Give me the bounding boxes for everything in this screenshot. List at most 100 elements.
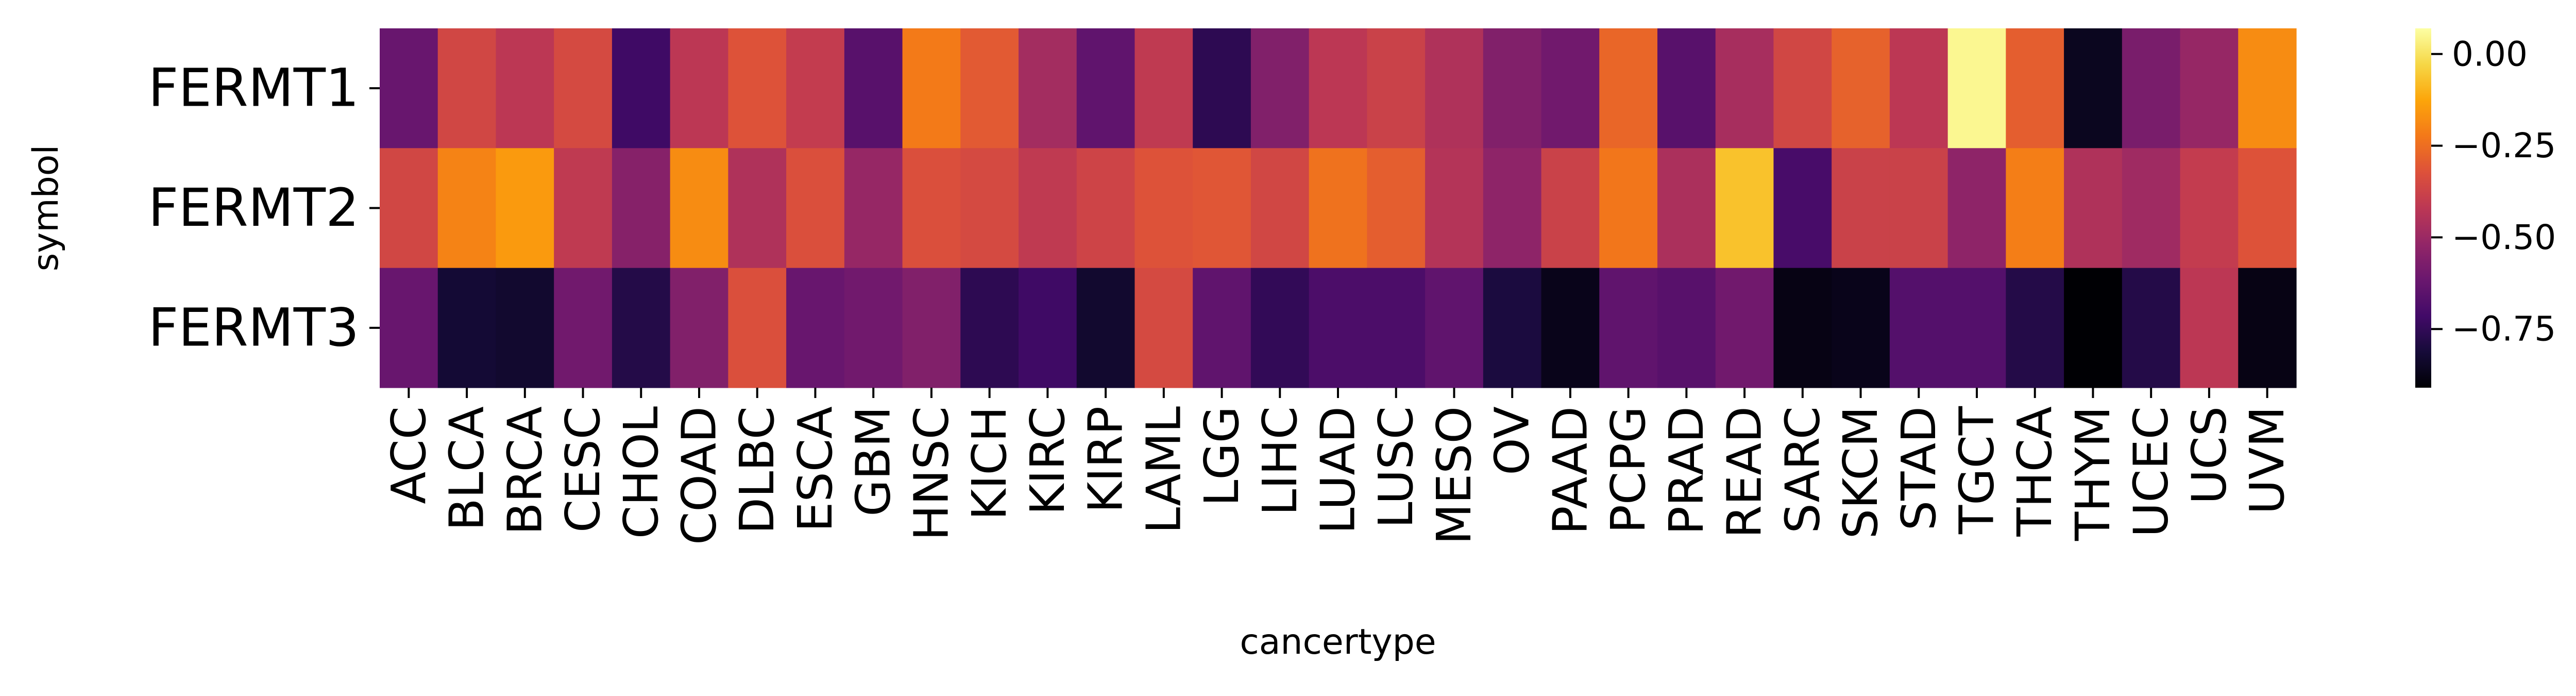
heatmap-cell	[380, 28, 438, 148]
x-tick-label: CESC	[555, 406, 611, 533]
heatmap-cell	[1657, 148, 1716, 269]
y-tick-label: FERMT1	[148, 58, 359, 119]
x-tick-label: UCEC	[2124, 406, 2179, 537]
heatmap-cell	[1715, 268, 1774, 388]
heatmap-cell	[2180, 268, 2239, 388]
heatmap-cell	[2238, 28, 2297, 148]
heatmap-cell	[1076, 148, 1136, 269]
heatmap-cell	[1367, 268, 1426, 388]
heatmap-cell	[2238, 268, 2297, 388]
heatmap-cell	[1134, 28, 1193, 148]
y-tick-labels: FERMT1 FERMT2 FERMT3	[148, 58, 380, 358]
heatmap-cell	[1773, 148, 1832, 269]
heatmap-cell	[728, 28, 787, 148]
heatmap-cell	[1773, 28, 1832, 148]
y-axis-label: symbol	[26, 145, 66, 272]
heatmap-cell	[1425, 148, 1484, 269]
heatmap-cell	[1019, 28, 1077, 148]
x-tick-label: UVM	[2240, 406, 2295, 515]
x-tick-label: TGCT	[1950, 406, 2005, 535]
x-tick-label: SARC	[1775, 406, 1830, 534]
heatmap-cells	[380, 28, 2297, 388]
heatmap-cell	[1657, 28, 1716, 148]
heatmap-cell	[1367, 148, 1426, 269]
x-tick-label: LGG	[1194, 406, 1249, 506]
heatmap-cell	[496, 268, 554, 388]
x-tick-label: HNSC	[904, 406, 959, 541]
colorbar-tick-label: −0.75	[2452, 309, 2556, 349]
heatmap-cell	[380, 148, 438, 269]
heatmap-cell	[380, 268, 438, 388]
heatmap-cell	[2180, 28, 2239, 148]
heatmap-cell	[728, 148, 787, 269]
x-tick-label: KIRC	[1020, 406, 1075, 515]
heatmap-cell	[554, 268, 613, 388]
heatmap-cell	[1309, 28, 1367, 148]
x-tick-label: ESCA	[788, 406, 843, 532]
heatmap-cell	[1889, 148, 1948, 269]
heatmap-cell	[2122, 28, 2181, 148]
heatmap-cell	[786, 28, 845, 148]
heatmap-cell	[1076, 268, 1136, 388]
x-tick-label: STAD	[1891, 406, 1946, 531]
heatmap-cell	[1599, 148, 1658, 269]
colorbar-ticks: 0.00 −0.25 −0.50 −0.75	[2431, 34, 2556, 349]
heatmap-cell	[728, 268, 787, 388]
heatmap-cell	[960, 28, 1019, 148]
x-tick-label: READ	[1717, 406, 1772, 538]
heatmap-cell	[437, 148, 497, 269]
x-tick-label: KIRP	[1078, 406, 1133, 513]
heatmap-cell	[1947, 268, 2006, 388]
heatmap-cell	[1832, 268, 1890, 388]
heatmap-cell	[1250, 148, 1310, 269]
x-tick-label: CHOL	[614, 406, 669, 539]
heatmap-cell	[2064, 268, 2123, 388]
x-tick-label: DLBC	[730, 406, 785, 534]
heatmap-cell	[1425, 28, 1484, 148]
heatmap-cell	[1947, 148, 2006, 269]
heatmap-cell	[786, 148, 845, 269]
heatmap-cell	[437, 28, 497, 148]
heatmap-cell	[902, 28, 961, 148]
heatmap-cell	[1425, 268, 1484, 388]
heatmap-cell	[1076, 28, 1136, 148]
heatmap-cell	[960, 148, 1019, 269]
x-tick-label: LAML	[1136, 406, 1191, 534]
heatmap-cell	[496, 148, 554, 269]
colorbar-tick-label: −0.25	[2452, 126, 2556, 165]
x-tick-label: PAAD	[1543, 406, 1598, 535]
heatmap-cell	[612, 28, 671, 148]
x-axis-label: cancertype	[1240, 622, 1436, 662]
heatmap-cell	[1541, 28, 1600, 148]
heatmap-cell	[612, 268, 671, 388]
heatmap-cell	[1367, 28, 1426, 148]
heatmap-cell	[1483, 28, 1542, 148]
heatmap-cell	[844, 148, 903, 269]
heatmap-cell	[670, 268, 728, 388]
x-tick-label: ACC	[381, 406, 436, 504]
colorbar-tick-label: −0.50	[2452, 218, 2556, 257]
heatmap-cell	[2238, 148, 2297, 269]
heatmap-cell	[612, 148, 671, 269]
x-tick-label: UCS	[2181, 406, 2236, 504]
heatmap-cell	[1832, 148, 1890, 269]
x-tick-label: GBM	[846, 406, 901, 517]
x-tick-label: BRCA	[497, 406, 552, 535]
heatmap-cell	[1889, 268, 1948, 388]
heatmap-cell	[844, 28, 903, 148]
heatmap-cell	[1541, 148, 1600, 269]
heatmap-cell	[437, 268, 497, 388]
heatmap-cell	[670, 28, 728, 148]
heatmap-cell	[2180, 148, 2239, 269]
heatmap-cell	[1599, 28, 1658, 148]
heatmap-cell	[1947, 28, 2006, 148]
x-tick-label: THYM	[2065, 406, 2121, 541]
heatmap-cell	[1193, 148, 1251, 269]
heatmap-cell	[2122, 148, 2181, 269]
heatmap-cell	[496, 28, 554, 148]
heatmap-cell	[554, 28, 613, 148]
heatmap-cell	[2006, 268, 2064, 388]
heatmap-cell	[2064, 148, 2123, 269]
x-tick-label: PCPG	[1601, 406, 1656, 534]
